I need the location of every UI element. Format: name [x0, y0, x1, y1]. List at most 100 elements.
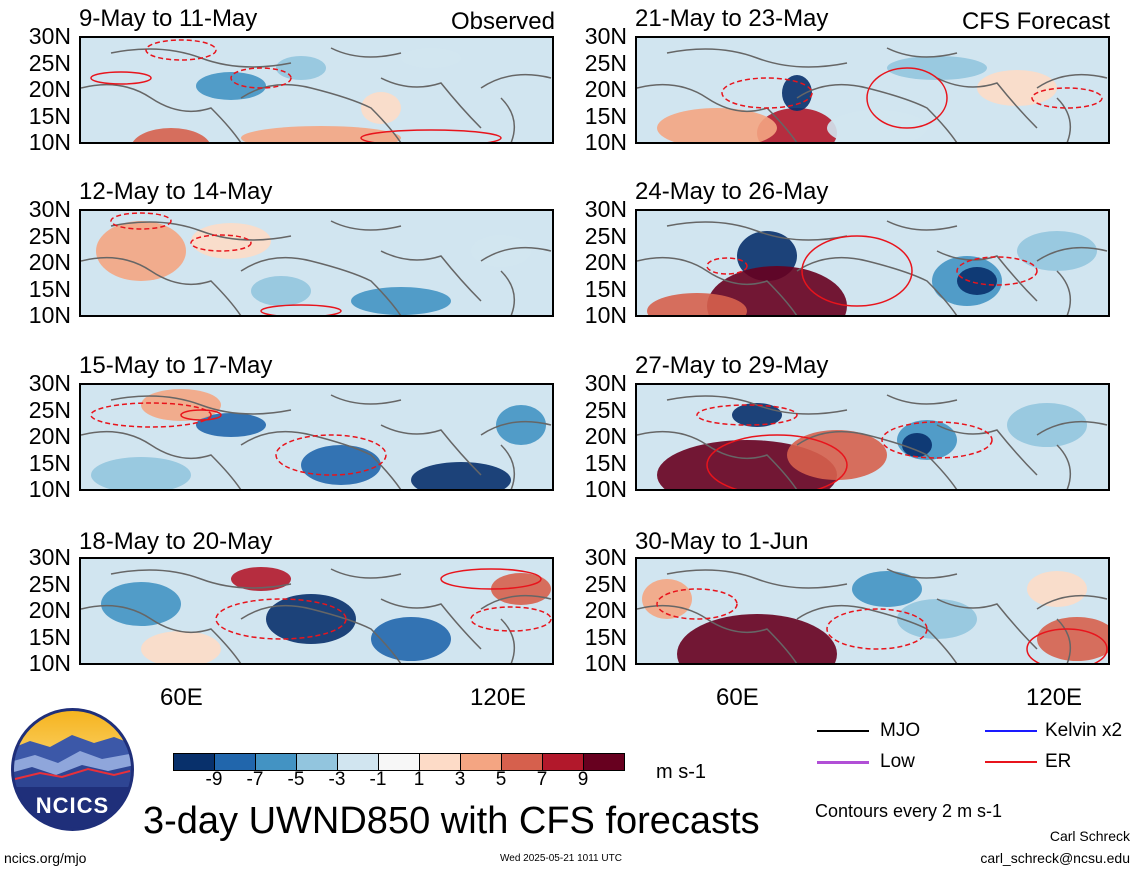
lat-label: 25N	[28, 570, 71, 597]
lat-label: 25N	[28, 49, 71, 76]
wind-anomaly-region	[782, 75, 812, 111]
low-line-swatch	[817, 761, 869, 764]
coastline	[637, 220, 1108, 315]
wind-anomaly-region	[251, 276, 311, 306]
er-contour-positive	[180, 409, 222, 421]
colorbar-tick-label: 7	[536, 769, 548, 790]
colorbar-tick-label: 3	[454, 769, 466, 790]
wind-anomaly-region	[351, 287, 451, 315]
lat-label: 10N	[584, 476, 627, 502]
wind-anomaly-region	[957, 267, 997, 295]
panel-title: 30-May to 1-Jun	[635, 528, 809, 555]
lat-label: 30N	[584, 370, 627, 396]
map-panel	[635, 557, 1110, 665]
wind-anomaly-region	[231, 567, 291, 591]
panel-title: 24-May to 26-May	[635, 178, 829, 205]
lat-label: 25N	[584, 49, 627, 76]
map-panel	[79, 36, 554, 144]
wind-anomaly-region	[91, 457, 191, 489]
lat-label: 30N	[28, 544, 71, 570]
lat-label: 10N	[28, 650, 71, 676]
wind-anomaly-region	[132, 128, 210, 142]
er-contour-positive	[90, 71, 152, 85]
lat-label: 20N	[584, 423, 627, 449]
map-panel	[79, 557, 554, 665]
wind-anomaly-region	[647, 293, 747, 315]
wind-anomaly-region	[1027, 571, 1087, 607]
legend-low: Low	[880, 751, 915, 772]
wind-anomaly-region	[677, 614, 837, 663]
lat-label: 20N	[584, 76, 627, 102]
contours-note: Contours every 2 m s-1	[815, 801, 1003, 821]
er-contour-negative	[215, 598, 347, 640]
wind-anomaly-region	[657, 108, 777, 142]
main-title: 3-day UWND850 with CFS forecasts	[143, 800, 760, 842]
er-contour-positive	[706, 434, 848, 489]
panel-title: 21-May to 23-May	[635, 5, 829, 32]
wind-anomaly-region	[902, 433, 932, 457]
coastline	[81, 394, 552, 489]
map-panel	[79, 383, 554, 491]
coastline	[81, 220, 552, 315]
lat-label: 30N	[584, 544, 627, 570]
wind-anomaly-region	[96, 221, 186, 281]
lat-label: 20N	[28, 249, 71, 275]
wind-anomaly-region	[897, 599, 977, 639]
wind-anomaly-region	[361, 92, 401, 124]
coastline	[637, 568, 1108, 663]
legend-kelvin: Kelvin x2	[1045, 720, 1123, 741]
lon-label: 60E	[716, 684, 759, 711]
lat-label: 30N	[28, 196, 71, 222]
lat-label: 10N	[584, 129, 627, 155]
lat-label: 25N	[584, 570, 627, 597]
footer-url[interactable]: ncics.org/mjo	[4, 850, 87, 866]
wind-anomaly-region	[496, 405, 546, 445]
panel-title: 12-May to 14-May	[79, 178, 273, 205]
wind-anomaly-region	[852, 571, 922, 607]
lat-label: 10N	[584, 302, 627, 328]
colorbar-tick-label: -9	[205, 769, 223, 790]
wind-anomaly-region	[642, 579, 692, 619]
er-line-swatch	[985, 761, 1037, 763]
er-contour-negative	[190, 234, 252, 252]
legend-er: ER	[1045, 751, 1072, 772]
lat-label: 20N	[28, 76, 71, 102]
er-contour-negative	[956, 256, 1038, 286]
lat-label: 15N	[28, 102, 71, 129]
footer-email[interactable]: carl_schreck@ncsu.edu	[980, 850, 1130, 866]
lat-label: 30N	[584, 196, 627, 222]
wind-anomaly-region	[191, 223, 271, 259]
er-contour-negative	[145, 39, 217, 61]
wind-anomaly-region	[141, 631, 221, 663]
lon-label: 60E	[160, 684, 203, 711]
colorbar-tick-label: 1	[413, 769, 425, 790]
colorbar-tick-label: 5	[495, 769, 507, 790]
er-contour-negative	[90, 402, 212, 428]
legend-mjo: MJO	[880, 720, 921, 741]
lat-label: 15N	[28, 275, 71, 302]
er-contour-positive	[260, 304, 342, 315]
lat-label: 30N	[28, 370, 71, 396]
mjo-line-swatch	[817, 730, 869, 732]
coastline	[637, 394, 1108, 489]
map-panel	[635, 36, 1110, 144]
lat-label: 20N	[28, 597, 71, 623]
map-panel	[79, 209, 554, 317]
lat-label: 10N	[28, 476, 71, 502]
er-contour-negative	[656, 588, 738, 620]
er-contour-positive	[1026, 628, 1108, 663]
wind-anomaly-region	[757, 108, 837, 142]
lon-label: 120E	[1026, 684, 1083, 711]
map-panel	[635, 383, 1110, 491]
footer-author: Carl Schreck	[1049, 828, 1130, 844]
er-contour-negative	[275, 434, 387, 476]
map-panel	[635, 209, 1110, 317]
er-contour-negative	[696, 404, 798, 426]
er-contour-positive	[866, 67, 948, 129]
er-contour-negative	[230, 67, 292, 89]
lat-label: 15N	[28, 449, 71, 476]
cfs-forecast-label: CFS Forecast	[961, 8, 1110, 35]
wind-anomaly-region	[1007, 403, 1087, 447]
colorbar-tick-label: -1	[369, 769, 387, 790]
kelvin-line-swatch	[985, 730, 1037, 732]
